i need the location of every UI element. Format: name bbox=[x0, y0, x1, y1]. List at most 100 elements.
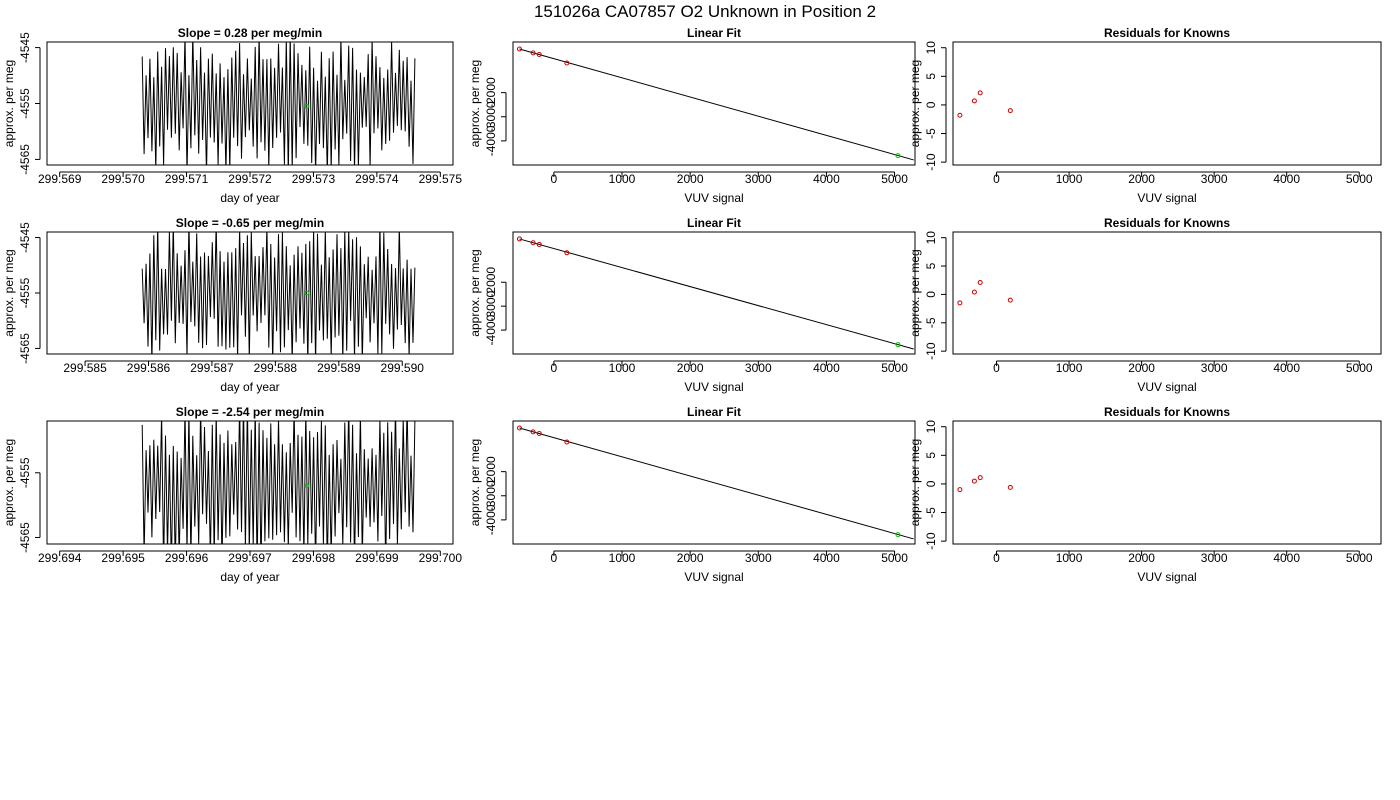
known-point bbox=[516, 236, 522, 242]
x-tick-label: 0 bbox=[993, 172, 1000, 186]
y-tick-label: -4000 bbox=[484, 504, 498, 535]
plot-area bbox=[141, 421, 416, 544]
panel-2: Linear Fit 0 1000 2000 3000 4000 5000 VUV signa… bbox=[468, 26, 916, 205]
x-tick-label: 1000 bbox=[1056, 172, 1083, 186]
plot-frame bbox=[46, 231, 454, 355]
x-tick-label: 0 bbox=[551, 551, 558, 565]
x-tick-label: 299.570 bbox=[101, 172, 145, 186]
x-tick-label: 4000 bbox=[813, 551, 840, 565]
known-point bbox=[530, 429, 536, 435]
y-tick-label: -4000 bbox=[484, 125, 498, 156]
y-axis-label: approx. per meg bbox=[2, 249, 16, 336]
trace-line bbox=[141, 42, 416, 165]
y-axis-label: approx. per meg bbox=[908, 249, 922, 336]
known-point bbox=[530, 50, 536, 56]
panel-9: Residuals for Knowns 0 1000 2000 3000 4000 500… bbox=[908, 405, 1382, 584]
x-axis-label: VUV signal bbox=[684, 380, 743, 394]
y-tick-label: 5 bbox=[924, 262, 938, 269]
mean-point bbox=[304, 290, 310, 296]
plot-frame bbox=[512, 41, 916, 166]
y-tick-label: 10 bbox=[924, 231, 938, 245]
x-tick-label: 3000 bbox=[745, 551, 772, 565]
residual-point bbox=[957, 487, 963, 493]
trace-line bbox=[141, 232, 416, 354]
x-tick-label: 299.589 bbox=[317, 361, 361, 375]
panel-4: Slope = -0.65 per meg/min 299.585 299.586 2… bbox=[2, 216, 454, 394]
x-tick-label: 2000 bbox=[1128, 551, 1155, 565]
x-tick-label: 0 bbox=[993, 551, 1000, 565]
panel-title: Residuals for Knowns bbox=[1104, 216, 1230, 230]
y-tick-label: -4555 bbox=[18, 88, 32, 119]
residual-point bbox=[971, 98, 977, 104]
x-tick-label: 3000 bbox=[1201, 361, 1228, 375]
y-tick-label: -3000 bbox=[484, 101, 498, 132]
y-tick-label: 0 bbox=[924, 480, 938, 487]
panel-3: Residuals for Knowns 0 1000 2000 3000 4000 500… bbox=[908, 26, 1382, 205]
x-tick-label: 5000 bbox=[1346, 551, 1373, 565]
known-point bbox=[564, 439, 570, 445]
plot-frame bbox=[46, 41, 454, 166]
fit-line bbox=[519, 427, 914, 540]
plot-area bbox=[141, 232, 416, 354]
residual-point bbox=[977, 90, 983, 96]
x-tick-label: 299.571 bbox=[165, 172, 209, 186]
panel-title: Slope = -2.54 per meg/min bbox=[176, 405, 324, 419]
x-tick-label: 1000 bbox=[609, 172, 636, 186]
x-tick-label: 299.585 bbox=[63, 361, 107, 375]
x-tick-label: 299.695 bbox=[101, 551, 145, 565]
x-tick-label: 5000 bbox=[881, 172, 908, 186]
y-tick-label: -10 bbox=[924, 342, 938, 360]
x-axis-label: day of year bbox=[220, 570, 279, 584]
x-tick-label: 5000 bbox=[881, 361, 908, 375]
known-point bbox=[516, 46, 522, 52]
x-tick-label: 299.574 bbox=[355, 172, 399, 186]
panel-title: Linear Fit bbox=[687, 26, 741, 40]
residual-point bbox=[957, 112, 963, 118]
x-tick-label: 3000 bbox=[1201, 172, 1228, 186]
plot-area bbox=[516, 236, 914, 350]
x-tick-label: 299.575 bbox=[419, 172, 463, 186]
y-tick-label: -4565 bbox=[18, 522, 32, 553]
panel-8: Linear Fit 0 1000 2000 3000 4000 5000 VUV signa… bbox=[468, 405, 916, 584]
residual-point bbox=[977, 280, 983, 286]
x-axis-label: VUV signal bbox=[684, 570, 743, 584]
x-tick-label: 4000 bbox=[813, 172, 840, 186]
y-tick-label: 0 bbox=[924, 291, 938, 298]
x-tick-label: 1000 bbox=[609, 551, 636, 565]
plot-area bbox=[516, 46, 914, 161]
panel-7: Slope = -2.54 per meg/min 299.694 299.695 2… bbox=[2, 405, 462, 584]
unknown-point bbox=[895, 342, 901, 348]
x-tick-label: 2000 bbox=[1128, 172, 1155, 186]
panel-title: Linear Fit bbox=[687, 405, 741, 419]
x-tick-label: 299.694 bbox=[38, 551, 82, 565]
panel-title: Residuals for Knowns bbox=[1104, 26, 1230, 40]
y-tick-label: -2000 bbox=[484, 456, 498, 487]
x-tick-label: 2000 bbox=[677, 172, 704, 186]
y-tick-label: 5 bbox=[924, 452, 938, 459]
x-axis-label: VUV signal bbox=[1137, 191, 1196, 205]
y-tick-label: -4000 bbox=[484, 314, 498, 345]
plot-frame bbox=[952, 420, 1382, 545]
y-tick-label: -2000 bbox=[484, 77, 498, 108]
y-axis-label: approx. per meg bbox=[468, 60, 482, 147]
fit-line bbox=[519, 238, 914, 350]
plot-area bbox=[957, 475, 1013, 493]
x-axis-label: VUV signal bbox=[1137, 570, 1196, 584]
known-point bbox=[536, 52, 542, 58]
y-tick-label: -4555 bbox=[18, 277, 32, 308]
y-axis-label: approx. per meg bbox=[468, 439, 482, 526]
y-tick-label: -5 bbox=[924, 128, 938, 139]
mean-point bbox=[304, 103, 310, 109]
known-point bbox=[530, 240, 536, 246]
y-tick-label: -3000 bbox=[484, 290, 498, 321]
x-tick-label: 0 bbox=[551, 172, 558, 186]
x-tick-label: 0 bbox=[993, 361, 1000, 375]
y-tick-label: 10 bbox=[924, 420, 938, 434]
known-point bbox=[536, 431, 542, 437]
y-tick-label: 10 bbox=[924, 41, 938, 55]
unknown-point bbox=[895, 153, 901, 159]
x-tick-label: 5000 bbox=[1346, 172, 1373, 186]
y-tick-label: -4545 bbox=[18, 32, 32, 63]
residual-point bbox=[1007, 297, 1013, 303]
x-tick-label: 299.590 bbox=[381, 361, 425, 375]
